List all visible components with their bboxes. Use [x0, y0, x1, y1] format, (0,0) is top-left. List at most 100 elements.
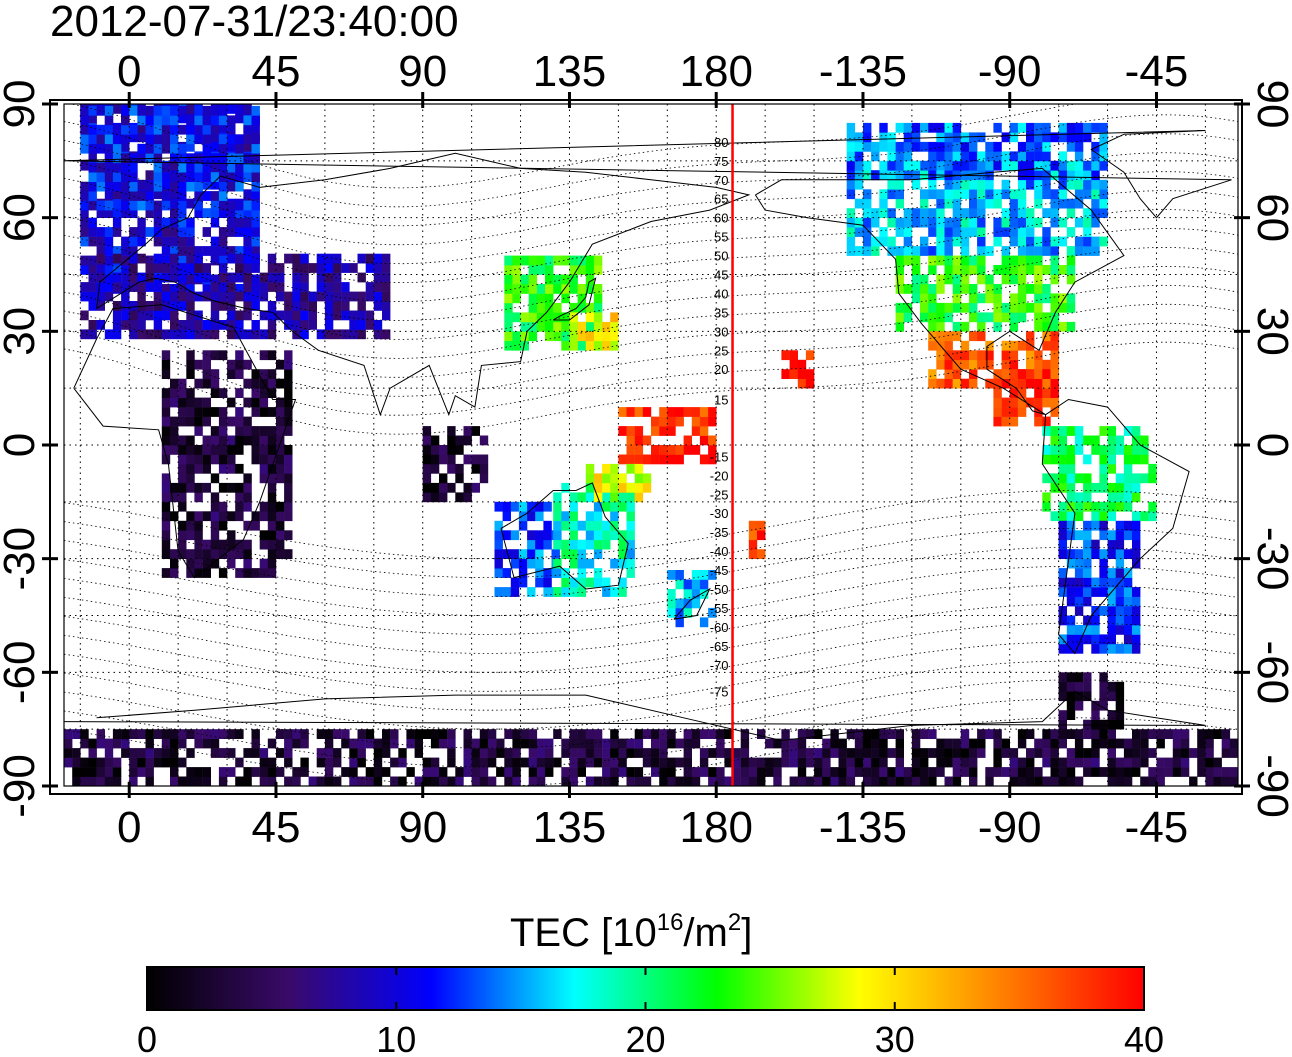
tec-cell	[276, 291, 285, 302]
tec-cell	[1017, 274, 1027, 285]
tec-cell	[553, 520, 562, 531]
tec-cell	[977, 255, 986, 266]
tec-cell	[210, 501, 220, 512]
tec-cell	[210, 729, 220, 739]
tec-cell	[235, 172, 244, 182]
tec-cell	[276, 463, 285, 474]
tec-cell	[593, 265, 603, 275]
tec-cell	[1189, 748, 1198, 758]
contour-label: -40	[710, 544, 729, 559]
tec-cell	[985, 359, 994, 370]
colorbar-tick-label: 10	[376, 1019, 416, 1057]
tec-cell	[186, 310, 195, 321]
tec-cell	[863, 767, 872, 777]
tec-cell	[170, 482, 179, 493]
tec-cell	[88, 301, 97, 311]
tec-cell	[104, 153, 114, 164]
tec-cell	[920, 189, 929, 200]
tec-cell	[1042, 189, 1051, 200]
tec-cell	[773, 767, 782, 777]
tec-cell	[618, 748, 627, 758]
tec-cell	[993, 378, 1002, 389]
tec-cell	[186, 274, 195, 285]
tec-cell	[1115, 549, 1125, 559]
contour-line	[64, 565, 1238, 635]
tec-cell	[895, 284, 904, 294]
tec-cell	[504, 312, 513, 323]
tec-cell	[267, 435, 277, 446]
tec-cell	[365, 291, 375, 302]
tec-cell	[1066, 530, 1076, 541]
tec-cell	[577, 293, 586, 304]
tec-cell	[218, 388, 228, 398]
tec-cell	[80, 310, 89, 321]
tec-cell	[740, 757, 750, 768]
tec-cell	[911, 274, 921, 285]
tec-cell	[1123, 615, 1133, 626]
tec-cell	[414, 729, 423, 739]
tec-cell	[153, 282, 163, 292]
tec-cell	[952, 738, 962, 749]
tec-cell	[210, 141, 220, 152]
tec-cell	[479, 729, 489, 739]
tec-cell	[928, 265, 937, 275]
tec-cell	[1107, 435, 1116, 446]
tec-cell	[846, 246, 856, 256]
tec-cell	[675, 738, 684, 749]
tec-cell	[1026, 160, 1035, 171]
lon-tick-label-top: -45	[1125, 47, 1189, 96]
tec-cell	[887, 767, 896, 777]
tec-cell	[129, 757, 138, 768]
tec-cell	[960, 350, 970, 361]
tec-cell	[585, 265, 595, 275]
tec-cell	[129, 776, 138, 786]
tec-cell	[1034, 748, 1043, 758]
tec-cell	[129, 200, 138, 211]
colorbar-title-part1: TEC [10	[510, 911, 657, 955]
tec-cell	[170, 748, 179, 758]
tec-cell	[170, 757, 179, 768]
tec-cell	[1091, 482, 1100, 493]
tec-cell	[218, 162, 228, 173]
tec-cell	[553, 274, 562, 285]
tec-cell	[512, 340, 521, 351]
tec-cell	[194, 729, 203, 739]
tec-cell	[569, 511, 578, 522]
tec-cell	[1180, 748, 1190, 758]
tec-cell	[520, 312, 529, 323]
tec-cell	[520, 321, 529, 332]
tec-cell	[96, 291, 105, 302]
tec-cell	[1066, 729, 1076, 739]
tec-cell	[292, 320, 301, 330]
tec-cell	[1034, 312, 1043, 323]
tec-cell	[952, 767, 962, 777]
tec-cell	[324, 310, 334, 321]
tec-cell	[186, 134, 195, 145]
tec-cell	[520, 274, 529, 285]
tec-cell	[920, 729, 929, 739]
tec-cell	[928, 122, 937, 133]
lat-tick-label-right: 0	[1248, 433, 1292, 457]
tec-cell	[88, 217, 97, 228]
tec-cell	[194, 200, 203, 211]
tec-cell	[1107, 615, 1116, 626]
tec-cell	[527, 511, 536, 522]
tec-cell	[993, 397, 1002, 408]
tec-cell	[373, 320, 383, 330]
tec-cell	[365, 253, 375, 264]
tec-cell	[178, 388, 187, 398]
tec-cell	[781, 350, 790, 361]
tec-cell	[642, 748, 652, 758]
tec-cell	[593, 549, 603, 559]
tec-cell	[667, 776, 676, 786]
tec-cell	[129, 253, 138, 264]
tec-cell	[960, 217, 970, 228]
tec-cell	[1034, 236, 1043, 247]
tec-cell	[227, 217, 236, 228]
tec-cell	[585, 511, 595, 522]
tec-cell	[153, 310, 163, 321]
tec-cell	[292, 301, 301, 311]
tec-cell	[80, 200, 89, 211]
tec-cell	[1148, 511, 1157, 522]
tec-cell	[1091, 445, 1100, 455]
